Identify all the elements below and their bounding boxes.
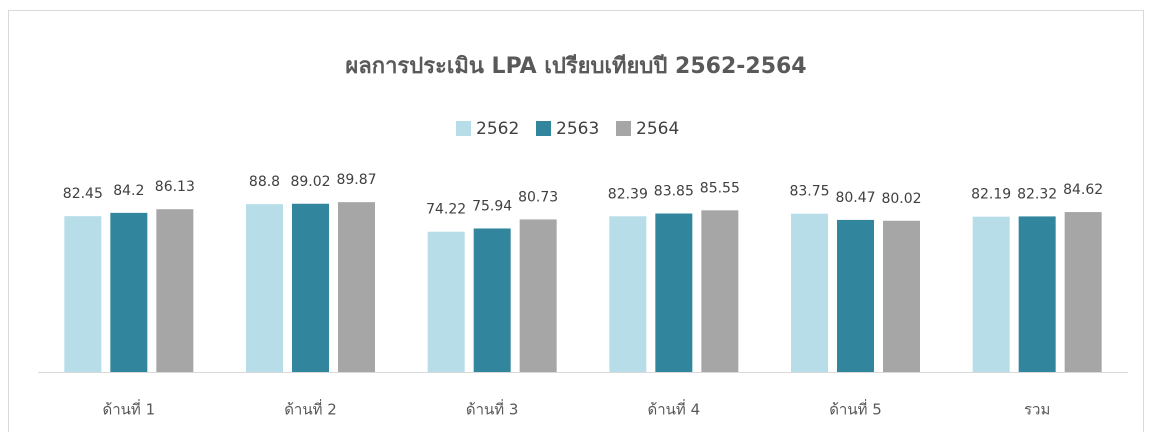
legend-label: 2563 — [556, 119, 599, 139]
bar — [110, 212, 148, 372]
data-label: 80.47 — [835, 190, 875, 206]
bar — [156, 209, 194, 372]
data-label: 89.87 — [336, 172, 376, 188]
chart-title: ผลการประเมิน LPA เปรียบเทียบปี 2562-2564 — [345, 54, 806, 79]
legend-swatch — [456, 121, 471, 136]
data-label: 82.39 — [608, 186, 648, 202]
legend-swatch — [616, 121, 631, 136]
legend-label: 2562 — [476, 119, 519, 139]
data-label: 82.19 — [971, 187, 1011, 203]
data-label: 80.02 — [881, 191, 921, 207]
bar — [246, 204, 283, 372]
bar — [609, 216, 647, 372]
bar — [655, 213, 693, 372]
data-label: 84.2 — [113, 183, 144, 199]
bar — [883, 220, 920, 372]
bar — [292, 203, 329, 372]
data-label: 83.85 — [654, 184, 694, 200]
data-label: 75.94 — [472, 198, 512, 214]
data-label: 88.8 — [249, 174, 280, 190]
x-tick-label: ด้านที่ 5 — [829, 399, 882, 419]
data-label: 85.55 — [700, 180, 740, 196]
data-label: 80.73 — [518, 189, 558, 205]
bar — [837, 219, 874, 372]
data-label: 86.13 — [155, 179, 195, 195]
bar — [972, 216, 1010, 372]
x-tick-label: รวม — [1024, 401, 1050, 419]
bar — [1064, 212, 1102, 372]
bar — [338, 202, 375, 372]
data-label: 82.45 — [63, 186, 103, 202]
bar — [701, 210, 739, 372]
legend-label: 2564 — [636, 119, 679, 139]
bar — [1018, 216, 1056, 372]
data-label: 83.75 — [789, 184, 829, 200]
x-tick-label: ด้านที่ 4 — [648, 399, 701, 419]
legend-swatch — [536, 121, 551, 136]
x-tick-label: ด้านที่ 2 — [284, 399, 337, 419]
bar — [473, 228, 511, 372]
bar — [791, 213, 828, 372]
data-label: 84.62 — [1063, 182, 1103, 198]
data-label: 74.22 — [426, 202, 466, 218]
bar — [427, 231, 465, 372]
bar — [64, 216, 102, 372]
x-tick-label: ด้านที่ 1 — [103, 399, 156, 419]
data-label: 82.32 — [1017, 186, 1057, 202]
bar — [519, 219, 557, 372]
x-tick-label: ด้านที่ 3 — [466, 399, 519, 419]
data-label: 89.02 — [290, 174, 330, 190]
chart-frame — [8, 10, 1144, 432]
